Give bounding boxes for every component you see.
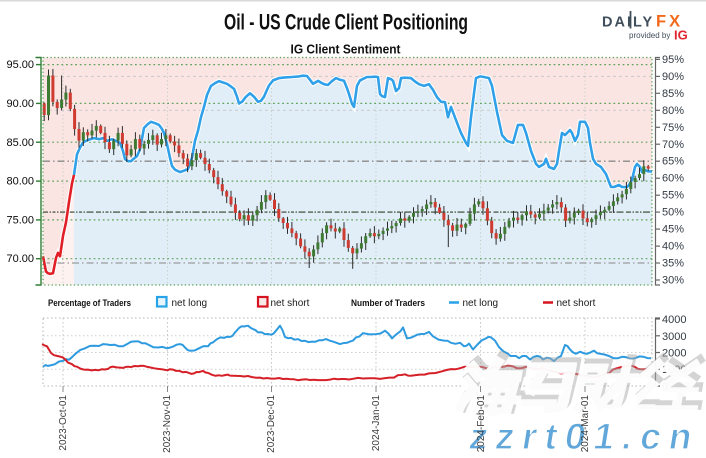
svg-text:45%: 45% — [662, 224, 684, 236]
svg-text:2023-Dec-01: 2023-Dec-01 — [266, 395, 277, 453]
svg-text:95.00: 95.00 — [6, 59, 34, 71]
svg-text:60%: 60% — [662, 173, 684, 185]
svg-text:provided by: provided by — [629, 31, 670, 40]
svg-text:2023-Nov-01: 2023-Nov-01 — [162, 395, 173, 453]
svg-text:95%: 95% — [662, 54, 684, 66]
svg-text:net short: net short — [557, 298, 596, 309]
svg-text:Percentage of Traders: Percentage of Traders — [48, 298, 131, 309]
svg-text:80%: 80% — [662, 105, 684, 117]
svg-text:75%: 75% — [662, 122, 684, 134]
svg-text:DAILY: DAILY — [602, 15, 654, 31]
svg-text:85.00: 85.00 — [6, 137, 34, 149]
svg-text:75.00: 75.00 — [6, 214, 34, 226]
svg-text:IG: IG — [674, 28, 688, 43]
svg-text:net short: net short — [271, 298, 310, 309]
svg-text:85%: 85% — [662, 88, 684, 100]
svg-text:Number of Traders: Number of Traders — [351, 298, 425, 309]
svg-text:55%: 55% — [662, 190, 684, 202]
svg-text:40%: 40% — [662, 241, 684, 253]
svg-text:2000: 2000 — [662, 348, 686, 360]
svg-text:3000: 3000 — [662, 331, 686, 343]
svg-text:70.00: 70.00 — [6, 253, 34, 265]
svg-text:FX: FX — [656, 13, 683, 31]
svg-text:net long: net long — [172, 298, 208, 309]
svg-text:70%: 70% — [662, 139, 684, 151]
svg-text:2023-Oct-01: 2023-Oct-01 — [58, 395, 69, 451]
svg-text:2024-Mar-01: 2024-Mar-01 — [580, 395, 591, 453]
svg-text:net long: net long — [463, 298, 499, 309]
svg-text:90.00: 90.00 — [6, 98, 34, 110]
svg-text:zzrt01.cn: zzrt01.cn — [466, 415, 703, 453]
svg-text:90%: 90% — [662, 71, 684, 83]
svg-text:30%: 30% — [662, 275, 684, 287]
svg-text:Oil - US Crude Client Position: Oil - US Crude Client Positioning — [224, 10, 468, 35]
svg-text:35%: 35% — [662, 258, 684, 270]
svg-text:50%: 50% — [662, 207, 684, 219]
svg-text:IG Client Sentiment: IG Client Sentiment — [291, 41, 402, 56]
svg-text:2024-Feb-01: 2024-Feb-01 — [476, 395, 487, 453]
svg-text:80.00: 80.00 — [6, 176, 34, 188]
svg-text:65%: 65% — [662, 156, 684, 168]
svg-text:4000: 4000 — [662, 314, 686, 326]
svg-text:2024-Jan-01: 2024-Jan-01 — [371, 395, 382, 452]
